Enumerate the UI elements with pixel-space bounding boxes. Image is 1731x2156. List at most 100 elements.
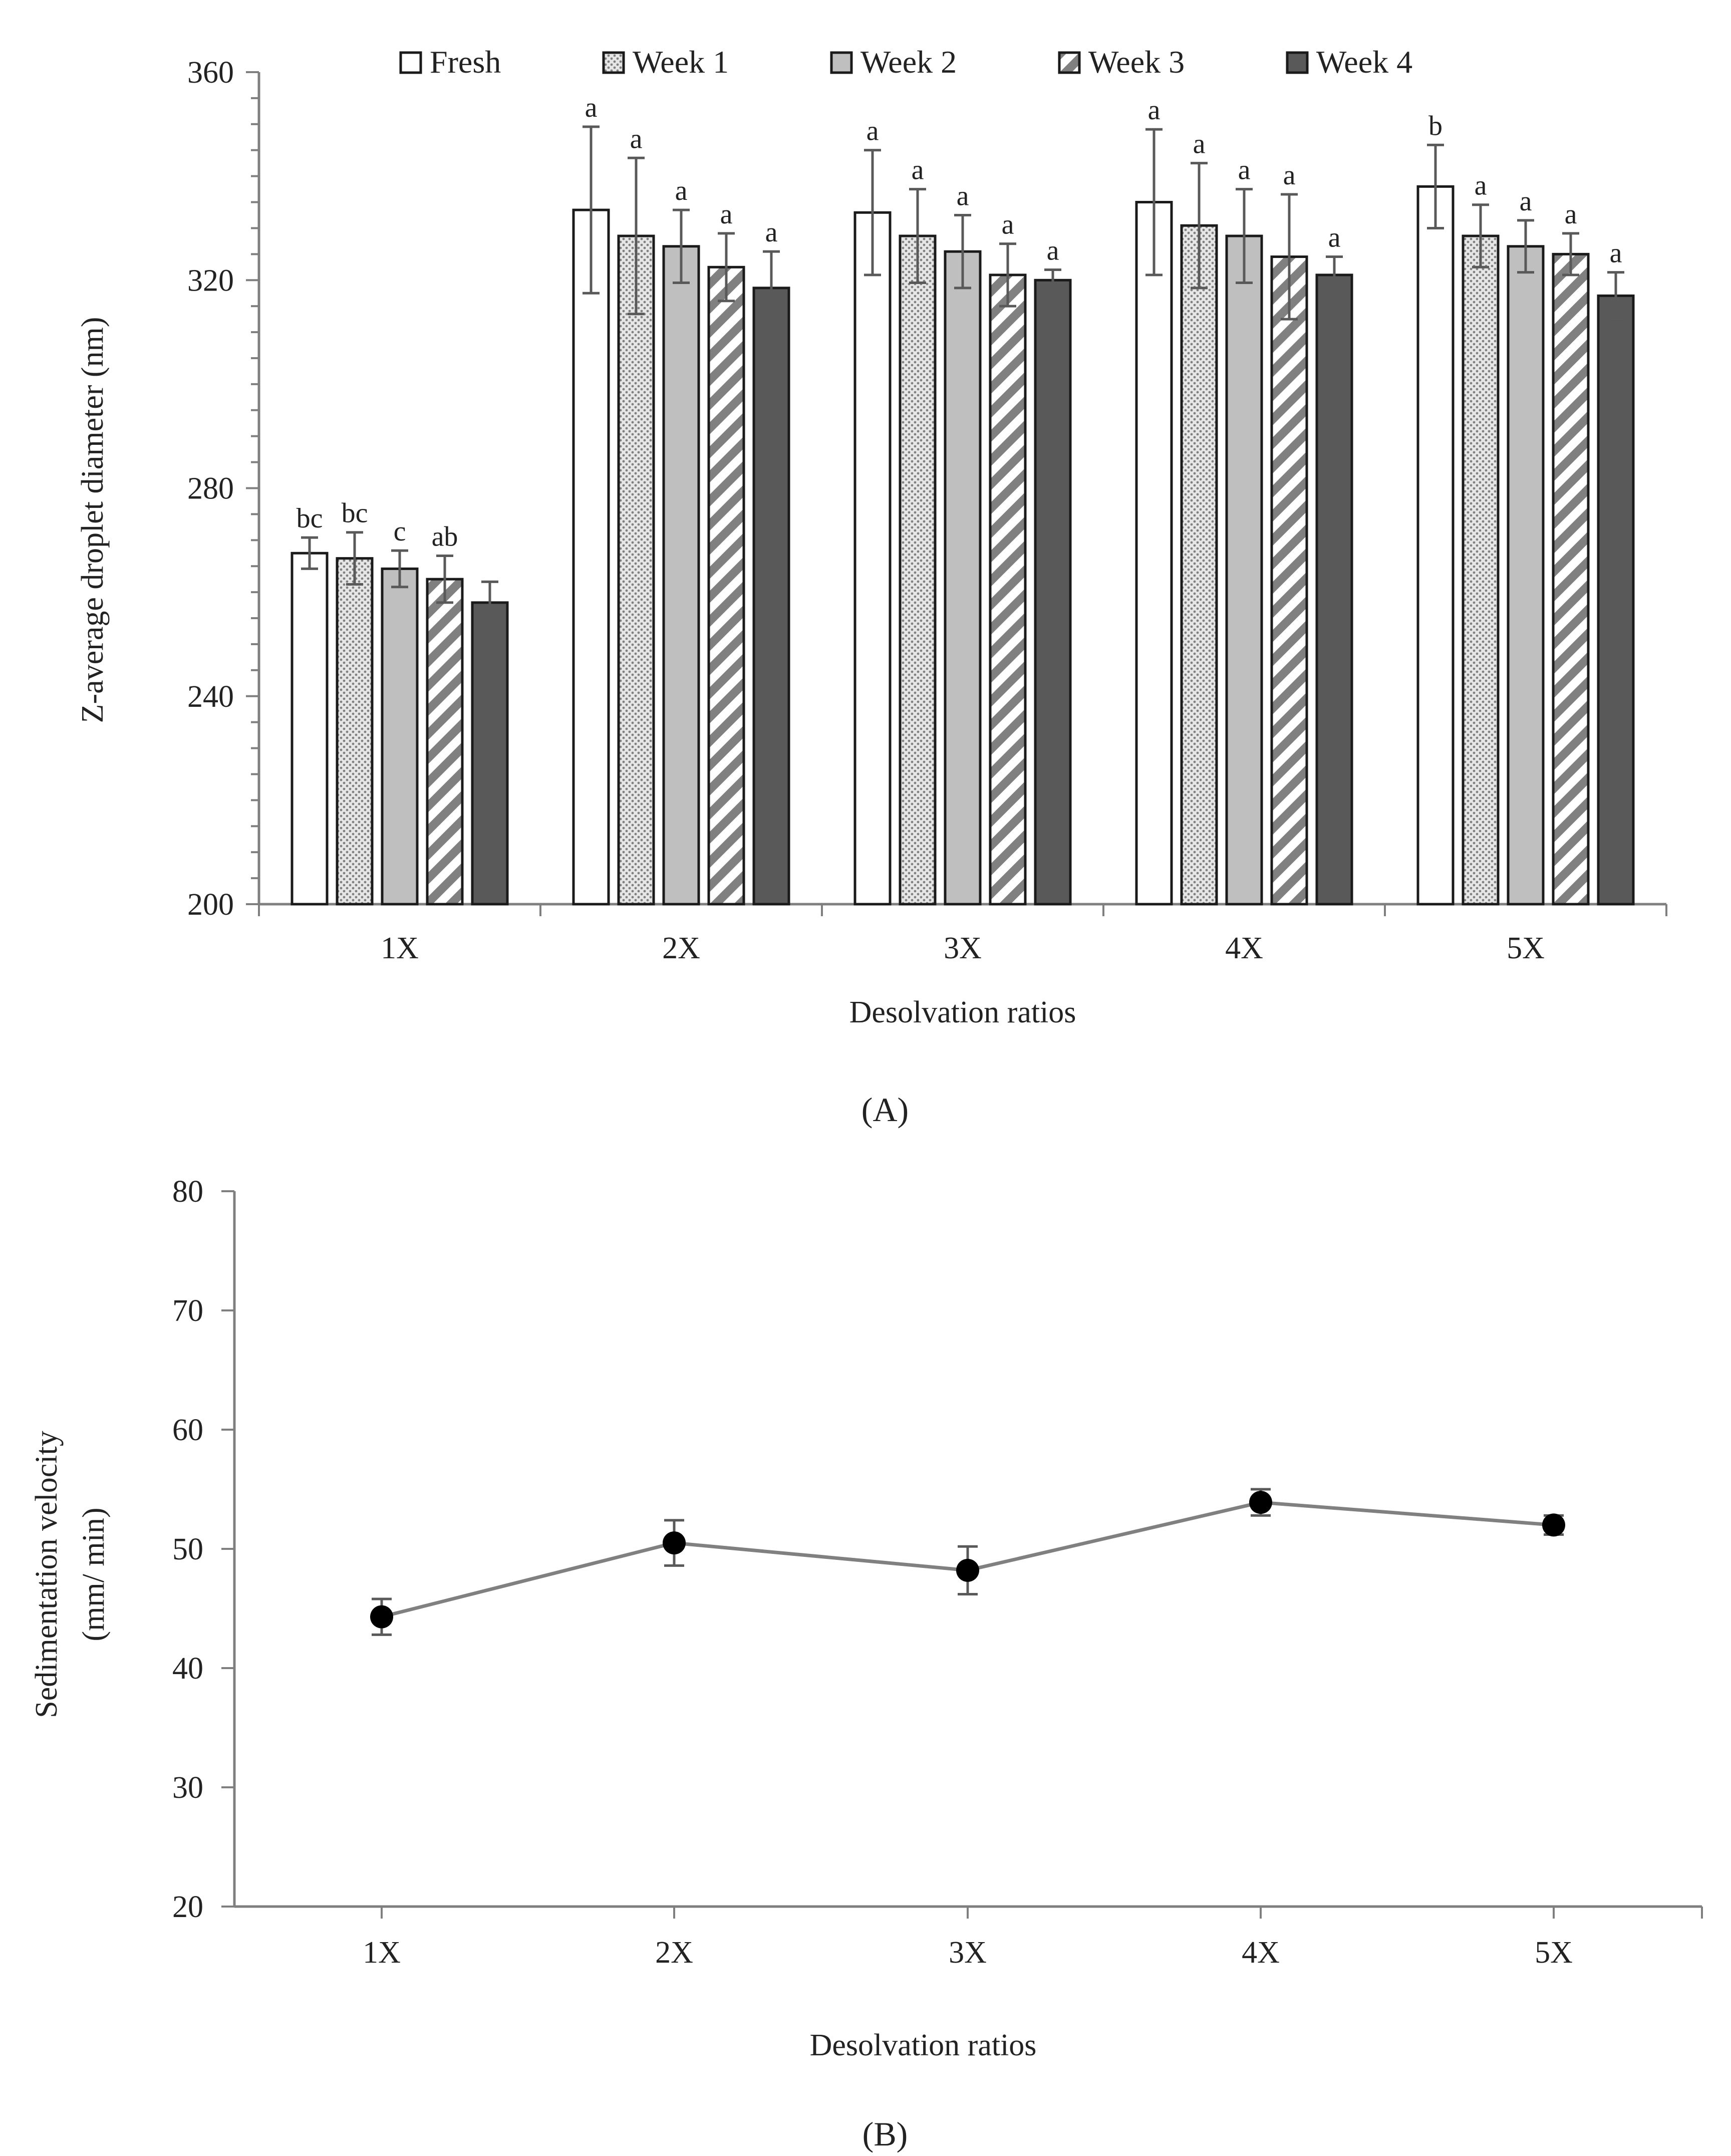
panel-a-x-tick-label: 3X [944,931,982,965]
bar-week2-3X [944,250,982,906]
bar-fresh-1X [291,552,329,906]
bar-fresh-2X [572,208,610,906]
panel-a-x-axis-title: Desolvation ratios [849,995,1076,1029]
panel-b-y-tick-label: 20 [172,1890,203,1924]
panel-a-y-axis-title: Z-average droplet diameter (nm) [76,317,110,723]
panel-b-x-tick-label: 2X [655,1936,693,1970]
panel-b-point-2X [663,1531,686,1555]
panel-b-y-axis-title-line2: (mm/ min) [77,1508,111,1642]
bar-week2-1X [381,567,419,906]
bar-week4-4X [1315,274,1353,906]
significance-label: a [957,180,969,211]
legend-swatch-week2 [830,51,853,74]
significance-label: a [675,175,688,206]
significance-label: c [394,516,406,547]
bar-week1-3X [899,234,937,906]
legend-swatch-week4 [1286,51,1309,74]
legend-swatch-week1 [602,51,625,74]
legend-label-week4: Week 4 [1316,44,1412,80]
legend-label-week1: Week 1 [633,44,729,80]
panel-b-y-tick-label: 30 [172,1771,203,1805]
panel-b-point-5X [1542,1513,1565,1537]
legend-swatch-fresh [399,51,422,74]
legend-label-week2: Week 2 [860,44,957,80]
panel-b-x-tick-label: 4X [1242,1936,1280,1970]
significance-label: a [1520,186,1532,217]
significance-label: bc [297,503,323,534]
bar-week3-1X [426,578,464,906]
panel-a-x-tick-label: 5X [1507,931,1545,965]
significance-label: a [720,199,733,230]
panel-b-y-axis-title-line1: Sedimentation velocity [30,1431,64,1718]
bar-week4-2X [752,287,790,906]
panel-a-y-tick-label: 320 [187,263,234,298]
significance-label: a [630,123,643,154]
panel-a-y-tick-label: 280 [187,472,234,506]
panel-b-series [370,1488,1565,1636]
bar-week1-4X [1180,224,1218,906]
significance-label: a [1002,209,1014,240]
bar-week4-3X [1034,279,1072,906]
panel-a-x-tick-label: 2X [662,931,700,965]
bar-week4-5X [1597,294,1635,906]
bar-week4-1X [471,601,509,906]
bar-week2-5X [1507,245,1545,906]
bar-week1-1X [336,557,374,906]
significance-label: bc [342,498,368,529]
significance-label: a [1148,95,1161,126]
significance-label: ab [432,521,458,552]
panel-a-label: (A) [861,1091,909,1129]
panel-a-y-tick-label: 240 [187,680,234,714]
panel-b-x-axis-title: Desolvation ratios [810,2028,1037,2062]
bar-week2-4X [1225,234,1263,906]
panel-b-labels: 20 30 40 50 60 70 80 1X 2X 3X 4X 5X [172,1175,1573,1970]
panel-a-y-tick-label: 360 [187,56,234,90]
panel-b-axes [221,1190,1703,1919]
panel-b-x-tick-label: 5X [1535,1936,1573,1970]
panel-a-x-tick-label: 1X [381,931,419,965]
significance-label: a [867,116,879,147]
significance-label: a [1610,238,1622,269]
panel-b-point-3X [956,1558,979,1582]
panel-b-y-tick-label: 60 [172,1413,203,1447]
panel-b-point-4X [1249,1491,1272,1514]
significance-label: a [1047,235,1059,266]
bar-week3-4X [1270,255,1308,906]
panel-b-x-tick-label: 3X [949,1936,987,1970]
panel-b-y-tick-label: 50 [172,1532,203,1566]
bar-fresh-5X [1416,185,1455,906]
panel-a-y-tick-label: 200 [187,888,234,922]
bar-fresh-3X [853,211,892,906]
bar-week2-2X [662,245,700,906]
significance-label: a [912,155,924,186]
significance-label: a [1565,199,1577,230]
panel-a-legend: Fresh Week 1 Week 2 Week 3 Week 4 [399,44,1412,80]
significance-label: b [1428,110,1442,141]
panel-b-line-chart: 20 30 40 50 60 70 80 1X 2X 3X 4X 5X Desolvation rat… [30,1175,1703,2153]
panel-b-y-tick-label: 40 [172,1652,203,1686]
panel-a-x-tick-label: 4X [1225,931,1263,965]
bar-week1-5X [1462,234,1500,906]
panel-a-bars [291,125,1635,906]
bar-fresh-4X [1135,201,1173,906]
bar-week3-3X [989,274,1027,906]
bar-week3-5X [1552,252,1590,906]
significance-label: a [585,92,598,123]
panel-b-x-tick-label: 1X [363,1936,401,1970]
panel-b-label: (B) [862,2115,908,2153]
significance-label: a [1475,170,1487,201]
panel-b-y-tick-label: 70 [172,1294,203,1328]
bar-week3-2X [707,265,745,906]
panel-b-y-tick-label: 80 [172,1175,203,1209]
significance-label: a [1193,129,1206,160]
significance-label: a [1328,222,1341,253]
legend-label-fresh: Fresh [430,44,501,80]
legend-swatch-week3 [1058,51,1081,74]
significance-label: a [1238,155,1251,186]
panel-b-point-1X [370,1605,393,1629]
significance-label: a [1283,160,1296,191]
significance-label: a [765,217,778,248]
